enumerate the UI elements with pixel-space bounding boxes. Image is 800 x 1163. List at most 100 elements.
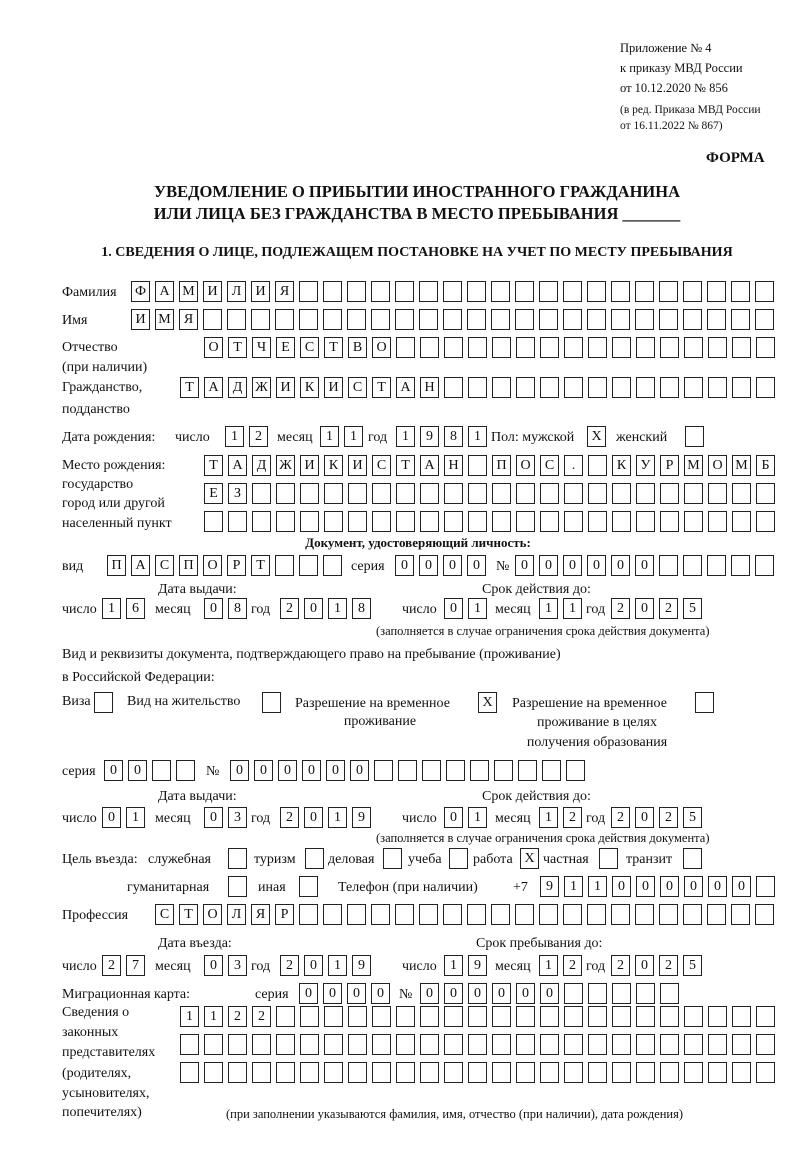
char-cell[interactable]: .: [564, 455, 583, 476]
char-cell[interactable]: Т: [372, 377, 391, 398]
char-cell[interactable]: [732, 511, 751, 532]
char-cell[interactable]: 0: [635, 555, 654, 576]
char-cell[interactable]: 2: [102, 955, 121, 976]
char-cell[interactable]: А: [131, 555, 150, 576]
char-cell[interactable]: [348, 1062, 367, 1083]
checkbox-cell[interactable]: [262, 692, 281, 713]
char-cell[interactable]: [612, 511, 631, 532]
char-cell[interactable]: 0: [304, 955, 323, 976]
char-cell[interactable]: Б: [756, 455, 775, 476]
char-cell[interactable]: 0: [468, 983, 487, 1004]
char-cell[interactable]: 1: [468, 807, 487, 828]
char-cell[interactable]: [372, 1062, 391, 1083]
char-cell[interactable]: [636, 483, 655, 504]
char-cell[interactable]: 0: [230, 760, 249, 781]
char-cell[interactable]: [659, 904, 678, 925]
char-cell[interactable]: [756, 511, 775, 532]
char-cell[interactable]: 0: [540, 983, 559, 1004]
char-cell[interactable]: К: [300, 377, 319, 398]
char-cell[interactable]: [612, 483, 631, 504]
char-cell[interactable]: [515, 309, 534, 330]
char-cell[interactable]: [540, 1062, 559, 1083]
char-cell[interactable]: [180, 1062, 199, 1083]
char-cell[interactable]: [371, 904, 390, 925]
char-cell[interactable]: М: [732, 455, 751, 476]
char-cell[interactable]: С: [155, 555, 174, 576]
char-cell[interactable]: [732, 1034, 751, 1055]
char-cell[interactable]: А: [396, 377, 415, 398]
char-cell[interactable]: [300, 483, 319, 504]
char-cell[interactable]: [494, 760, 513, 781]
char-cell[interactable]: [276, 1006, 295, 1027]
char-cell[interactable]: [659, 281, 678, 302]
char-cell[interactable]: 0: [443, 555, 462, 576]
checkbox-cell[interactable]: [94, 692, 113, 713]
char-cell[interactable]: [588, 511, 607, 532]
char-cell[interactable]: 0: [420, 983, 439, 1004]
char-cell[interactable]: Р: [275, 904, 294, 925]
char-cell[interactable]: [468, 337, 487, 358]
char-cell[interactable]: [540, 511, 559, 532]
char-cell[interactable]: [563, 281, 582, 302]
char-cell[interactable]: 0: [467, 555, 486, 576]
char-cell[interactable]: [635, 309, 654, 330]
char-cell[interactable]: [420, 1006, 439, 1027]
char-cell[interactable]: [323, 309, 342, 330]
char-cell[interactable]: 2: [280, 955, 299, 976]
char-cell[interactable]: [491, 904, 510, 925]
char-cell[interactable]: Я: [251, 904, 270, 925]
char-cell[interactable]: [684, 1062, 703, 1083]
char-cell[interactable]: 1: [344, 426, 363, 447]
char-cell[interactable]: [152, 760, 171, 781]
char-cell[interactable]: Т: [204, 455, 223, 476]
char-cell[interactable]: [564, 1062, 583, 1083]
char-cell[interactable]: [396, 511, 415, 532]
char-cell[interactable]: Н: [444, 455, 463, 476]
char-cell[interactable]: Т: [324, 337, 343, 358]
char-cell[interactable]: 0: [635, 598, 654, 619]
char-cell[interactable]: [299, 309, 318, 330]
char-cell[interactable]: 0: [660, 876, 679, 897]
char-cell[interactable]: [323, 555, 342, 576]
char-cell[interactable]: [443, 281, 462, 302]
char-cell[interactable]: С: [372, 455, 391, 476]
char-cell[interactable]: [419, 281, 438, 302]
char-cell[interactable]: 8: [228, 598, 247, 619]
char-cell[interactable]: [636, 377, 655, 398]
char-cell[interactable]: [470, 760, 489, 781]
char-cell[interactable]: М: [179, 281, 198, 302]
char-cell[interactable]: 0: [419, 555, 438, 576]
char-cell[interactable]: [731, 281, 750, 302]
char-cell[interactable]: [636, 983, 655, 1004]
char-cell[interactable]: 1: [563, 598, 582, 619]
char-cell[interactable]: [276, 511, 295, 532]
char-cell[interactable]: [611, 309, 630, 330]
char-cell[interactable]: [398, 760, 417, 781]
char-cell[interactable]: [228, 1062, 247, 1083]
char-cell[interactable]: [324, 1062, 343, 1083]
char-cell[interactable]: 0: [395, 555, 414, 576]
char-cell[interactable]: [756, 483, 775, 504]
char-cell[interactable]: [540, 377, 559, 398]
char-cell[interactable]: 0: [444, 983, 463, 1004]
char-cell[interactable]: 2: [659, 807, 678, 828]
char-cell[interactable]: [396, 483, 415, 504]
char-cell[interactable]: [516, 511, 535, 532]
char-cell[interactable]: 0: [104, 760, 123, 781]
char-cell[interactable]: [468, 1006, 487, 1027]
char-cell[interactable]: [683, 555, 702, 576]
char-cell[interactable]: [444, 483, 463, 504]
char-cell[interactable]: [252, 1062, 271, 1083]
char-cell[interactable]: [588, 483, 607, 504]
char-cell[interactable]: [515, 904, 534, 925]
char-cell[interactable]: 0: [204, 955, 223, 976]
char-cell[interactable]: А: [155, 281, 174, 302]
char-cell[interactable]: [588, 1006, 607, 1027]
char-cell[interactable]: [348, 1006, 367, 1027]
char-cell[interactable]: 0: [515, 555, 534, 576]
char-cell[interactable]: С: [300, 337, 319, 358]
char-cell[interactable]: [683, 904, 702, 925]
char-cell[interactable]: [324, 1006, 343, 1027]
char-cell[interactable]: 0: [254, 760, 273, 781]
checkbox-cell[interactable]: X: [520, 848, 539, 869]
